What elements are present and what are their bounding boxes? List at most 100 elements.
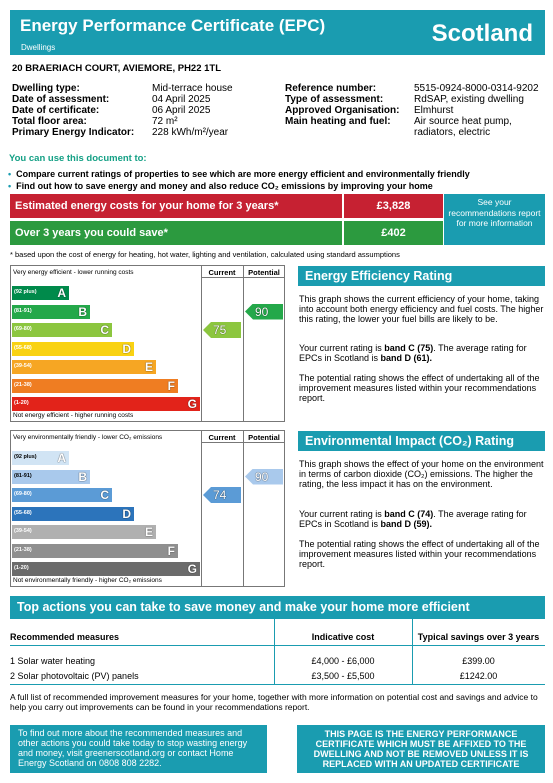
efficiency-top-label: Very energy efficient - lower running co… <box>13 269 134 276</box>
assessment-date-label: Date of assessment: <box>12 94 110 105</box>
band-e: (39-54) E <box>12 525 156 539</box>
band-range: (1-20) <box>14 400 29 406</box>
see-recommendations-link[interactable]: See your recommendations report for more… <box>444 194 545 245</box>
table-divider <box>274 619 275 685</box>
assessment-date-value: 04 April 2025 <box>152 94 211 105</box>
band-b: (81-91) B <box>12 469 90 484</box>
use-document-list: Compare current ratings of properties to… <box>8 168 470 192</box>
full-list-note: A full list of recommended improvement m… <box>10 692 538 712</box>
band-letter: A <box>57 451 66 465</box>
efficiency-rating-heading: Energy Efficiency Rating <box>298 266 545 286</box>
certificate-date-value: 06 April 2025 <box>152 105 211 116</box>
column-header-measure: Recommended measures <box>10 632 120 642</box>
savings-value: £402 <box>344 221 443 245</box>
savings-label: Over 3 years you could save* <box>10 221 342 245</box>
use-bullet-compare: Compare current ratings of properties to… <box>8 168 470 180</box>
current-rating-arrow: 75 <box>203 322 241 338</box>
heating-label: Main heating and fuel: <box>285 116 391 127</box>
band-letter: E <box>144 360 153 374</box>
band-letter: C <box>100 323 109 337</box>
property-address: 20 BRAERIACH COURT, AVIEMORE, PH22 1TL <box>12 63 222 74</box>
costs-footnote: * based upon the cost of energy for heat… <box>10 250 400 259</box>
estimated-costs-value: £3,828 <box>344 194 443 218</box>
band-c: (69-80) C <box>12 488 112 502</box>
environment-rating-heading: Environmental Impact (CO₂) Rating <box>298 431 545 451</box>
header-divider <box>201 442 284 443</box>
current-column <box>201 266 243 421</box>
band-range: (81-91) <box>14 307 32 314</box>
efficiency-average-band: band D (61). <box>380 353 433 363</box>
band-letter: B <box>78 304 87 319</box>
efficiency-bottom-label: Not energy efficient - higher running co… <box>13 412 134 419</box>
measure-2-cost: £3,500 - £5,500 <box>311 671 375 681</box>
band-a: (92 plus) A <box>12 451 69 465</box>
band-range: (1-20) <box>14 565 29 571</box>
recommended-measures-table: Recommended measures Indicative cost Typ… <box>10 619 545 685</box>
band-letter: D <box>122 506 131 521</box>
band-b: (81-91) B <box>12 304 90 319</box>
band-f: (21-38) F <box>12 378 178 393</box>
organisation-label: Approved Organisation: <box>285 105 400 116</box>
estimated-costs-label: Estimated energy costs for your home for… <box>10 194 342 218</box>
page-title: Energy Performance Certificate (EPC) <box>20 16 326 35</box>
potential-column-header: Potential <box>248 433 280 442</box>
band-range: (21-38) <box>14 546 32 553</box>
table-divider <box>10 684 545 685</box>
heating-value-line1: Air source heat pump, <box>414 116 512 127</box>
band-g: (1-20) G <box>12 397 200 411</box>
dwelling-type-value: Mid-terrace house <box>152 83 233 94</box>
band-d: (55-68) D <box>12 341 134 356</box>
band-range: (81-91) <box>14 472 32 479</box>
header-divider <box>201 277 284 278</box>
potential-rating-arrow: 90 <box>245 303 283 320</box>
current-column <box>201 431 243 586</box>
band-letter: F <box>167 378 175 393</box>
band-range: (92 plus) <box>14 289 37 295</box>
column-header-cost: Indicative cost <box>311 632 375 642</box>
reference-label: Reference number: <box>285 83 377 94</box>
potential-rating-arrow: 90 <box>245 468 283 485</box>
band-letter: B <box>78 469 87 484</box>
table-divider <box>10 645 545 646</box>
band-range: (69-80) <box>14 491 32 497</box>
potential-column <box>243 266 285 421</box>
assessment-type-label: Type of assessment: <box>285 94 384 105</box>
environment-current-rating-text: Your current rating is band C (74). The … <box>299 509 527 529</box>
current-column-header: Current <box>208 268 236 277</box>
country-label: Scotland <box>431 20 533 47</box>
affix-notice-box: THIS PAGE IS THE ENERGY PERFORMANCE CERT… <box>297 725 545 773</box>
band-letter: F <box>167 543 175 558</box>
top-actions-heading: Top actions you can take to save money a… <box>10 596 545 619</box>
property-details-left: Dwelling type: Mid-terrace house Date of… <box>12 83 282 143</box>
measure-1-savings: £399.00 <box>462 656 495 666</box>
environment-top-label: Very environmentally friendly - lower CO… <box>13 434 163 441</box>
band-letter: G <box>187 562 197 576</box>
band-range: (55-68) <box>14 344 32 351</box>
heating-value-line2: radiators, electric <box>414 127 491 138</box>
band-letter: C <box>100 488 109 502</box>
pei-label: Primary Energy Indicator: <box>12 127 135 138</box>
band-range: (55-68) <box>14 509 32 516</box>
property-details-right: Reference number: 5515-0924-8000-0314-92… <box>285 83 547 143</box>
column-header-savings: Typical savings over 3 years <box>417 632 540 642</box>
reference-value: 5515-0924-8000-0314-9202 <box>414 83 539 94</box>
dwelling-type-label: Dwelling type: <box>12 83 80 94</box>
use-bullet-save: Find out how to save energy and money an… <box>8 180 470 192</box>
find-out-more-box: To find out more about the recommended m… <box>10 725 267 773</box>
assessment-type-value: RdSAP, existing dwelling <box>414 94 524 105</box>
band-letter: D <box>122 341 131 356</box>
environment-current-band: band C (74) <box>384 509 434 519</box>
epc-header: Energy Performance Certificate (EPC) Dwe… <box>10 10 545 55</box>
environment-potential-text: The potential rating shows the effect of… <box>299 539 540 569</box>
band-e: (39-54) E <box>12 360 156 374</box>
use-document-title: You can use this document to: <box>9 153 147 164</box>
measure-2-savings: £1242.00 <box>459 671 498 681</box>
measure-1-cost: £4,000 - £6,000 <box>311 656 375 666</box>
measure-1-name: 1 Solar water heating <box>10 656 96 666</box>
efficiency-potential-text: The potential rating shows the effect of… <box>299 373 540 403</box>
current-rating-arrow: 74 <box>203 487 241 503</box>
efficiency-current-band: band C (75) <box>384 343 434 353</box>
band-d: (55-68) D <box>12 506 134 521</box>
current-column-header: Current <box>208 433 236 442</box>
floor-area-label: Total floor area: <box>12 116 87 127</box>
